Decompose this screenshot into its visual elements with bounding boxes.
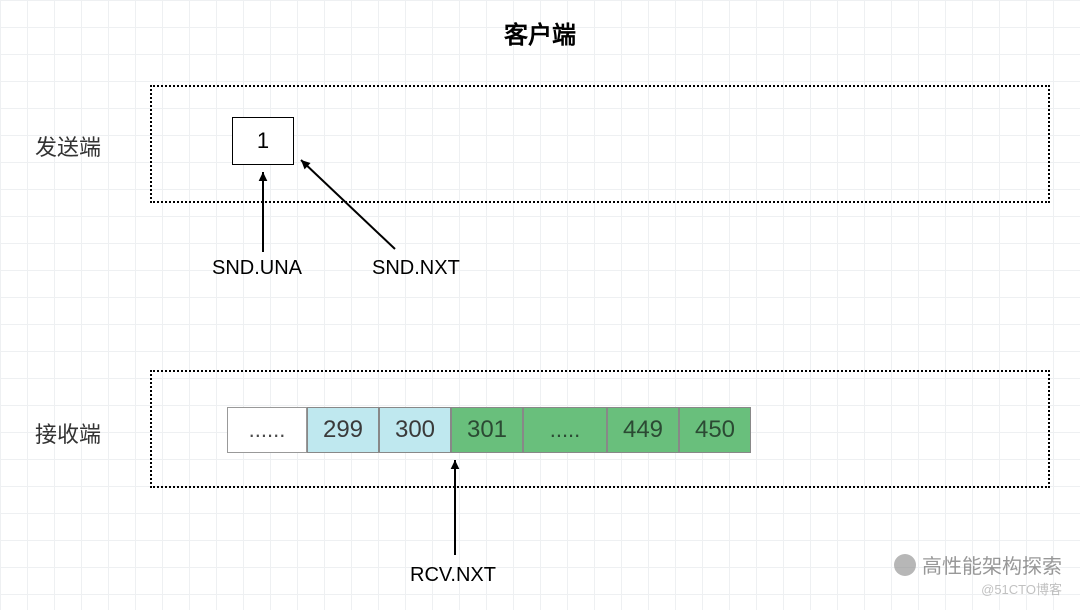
watermark-main: 高性能架构探索 <box>894 550 1062 579</box>
watermark-main-text: 高性能架构探索 <box>922 550 1062 579</box>
watermark-sub: @51CTO博客 <box>894 579 1062 598</box>
watermark: 高性能架构探索 @51CTO博客 <box>894 550 1062 598</box>
snd-nxt-label: SND.NXT <box>372 257 460 280</box>
snd-una-text: SND.UNA <box>212 257 302 279</box>
rcv-nxt-text: RCV.NXT <box>410 564 496 586</box>
rcv-nxt-label: RCV.NXT <box>410 564 496 587</box>
snd-nxt-text: SND.NXT <box>372 257 460 279</box>
wechat-icon <box>894 554 916 576</box>
snd-una-label: SND.UNA <box>212 257 302 280</box>
watermark-sub-text: @51CTO博客 <box>981 582 1062 597</box>
arrows-layer <box>0 0 1080 610</box>
